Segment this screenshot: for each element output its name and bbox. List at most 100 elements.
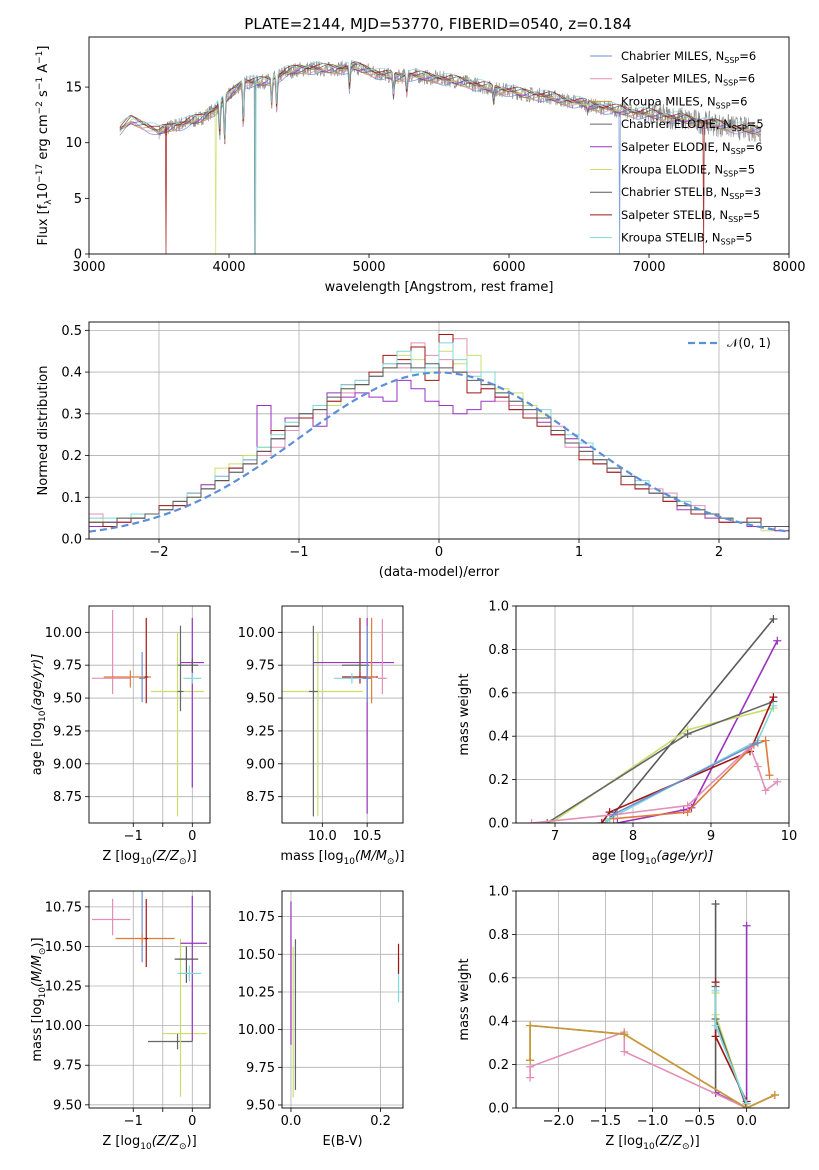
y-tick-label: 9.00: [53, 757, 82, 772]
weight-series-line: [550, 707, 774, 823]
y-tick-label: 0.6: [488, 971, 509, 986]
weight-point-marker: [683, 730, 692, 739]
y-tick-label: 1.0: [488, 600, 509, 615]
y-tick-label: 9.75: [246, 1061, 275, 1076]
y-tick-label: 0.8: [488, 643, 509, 658]
plot-frame: [515, 605, 790, 824]
residual-histogram-plot: −2 −1 0 1 2 0.0 0.1 0.2 0.3 0.4 0.5 (data-model)/er…: [36, 321, 790, 580]
x-axis-label: age [log10(age/yr)]: [592, 849, 714, 867]
x-tick-label: 8000: [772, 260, 805, 275]
weight-point-marker: [765, 771, 774, 780]
grid-lines: [282, 891, 403, 1108]
model-spectrum-line: [119, 64, 762, 254]
y-tick-label: 1.0: [488, 885, 509, 900]
y-tick-label: 0.8: [488, 928, 509, 943]
y-tick-label: 10.25: [45, 980, 82, 995]
legend-label: Kroupa STELIB, NSSP=5: [621, 231, 752, 247]
weight-point-marker: [761, 786, 770, 795]
y-tick-label: 10.75: [238, 910, 275, 925]
x-tick-label: 8: [629, 829, 637, 844]
legend-label: Kroupa MILES, NSSP=6: [621, 94, 747, 110]
x-tick-label: 7: [551, 829, 559, 844]
weight-point-marker: [770, 1090, 779, 1099]
gaussian-curve: [89, 371, 789, 533]
x-tick-label: 1: [575, 545, 583, 560]
legend-label: Chabrier MILES, NSSP=6: [621, 49, 756, 65]
x-axis-label: Z [log10(Z/Z⊙)]: [605, 1134, 699, 1152]
y-tick-label: 0.5: [61, 324, 82, 339]
y-tick-label: 9.50: [246, 692, 275, 707]
legend-label: Salpeter ELODIE, NSSP=6: [621, 140, 763, 156]
y-tick-label: 10.25: [238, 985, 275, 1000]
mass-vs-ebv-plot: 0.0 0.2 9.50 9.75 10.00 10.25 10.50 10.75 E(B-V): [238, 890, 404, 1149]
weight-point-marker: [769, 701, 778, 710]
y-tick-label: 8.75: [53, 790, 82, 805]
y-tick-label: 0.4: [488, 1015, 509, 1030]
x-tick-label: −2: [149, 545, 168, 560]
y-tick-label: 9.75: [53, 659, 82, 674]
x-tick-label: 10.0: [308, 829, 337, 844]
spectrum-plot: 3000 4000 5000 6000 7000 8000 0 5 10 15 wavelength…: [35, 36, 806, 295]
y-tick-label: 10.00: [45, 1019, 82, 1034]
weight-point-marker: [527, 819, 536, 823]
weight-point-marker: [711, 1021, 720, 1030]
plot-frame: [88, 605, 211, 824]
plot-frame: [88, 890, 211, 1109]
weight-point-marker: [753, 738, 762, 747]
y-tick-label: 0: [74, 248, 82, 263]
y-tick-label: 5: [74, 192, 82, 207]
y-tick-label: 10.50: [238, 948, 275, 963]
x-tick-label: −1.0: [637, 1114, 669, 1129]
plot-frame: [88, 321, 790, 540]
histogram-steps: [89, 334, 789, 533]
legend-label: Chabrier ELODIE, NSSP=5: [621, 117, 764, 133]
error-bars: [290, 901, 400, 1098]
y-tick-label: 0.1: [61, 491, 82, 506]
y-tick-label: 0.4: [488, 730, 509, 745]
x-axis-label: (data-model)/error: [379, 565, 500, 580]
weight-point-marker: [526, 1056, 535, 1065]
spectrum-lines: [119, 59, 762, 254]
x-tick-label: 10: [781, 829, 798, 844]
y-tick-label: 9.50: [53, 1098, 82, 1113]
y-axis-label: mass weight: [457, 958, 472, 1040]
grid-lines: [516, 890, 789, 1109]
y-tick-label: 0.0: [488, 817, 509, 832]
x-axis-label: Z [log10(Z/Z⊙)]: [102, 849, 196, 867]
weight-point-marker: [742, 921, 751, 930]
y-axis-label: mass [log10(M/M⊙)]: [30, 937, 48, 1061]
age-vs-metallicity-plot: −1 0 8.75 9.00 9.25 9.50 9.75 10.00 Z [log10(Z/Z…: [30, 605, 211, 867]
weight-series-line: [546, 700, 774, 823]
mass-weight-vs-age-plot: 7 8 9 10 0.0 0.2 0.4 0.6 0.8 1.0 age [log10(age/yr…: [457, 600, 797, 868]
weight-point-marker: [683, 801, 692, 810]
x-tick-label: −1: [124, 829, 143, 844]
error-bars: [282, 617, 395, 817]
weight-point-marker: [711, 1032, 720, 1041]
y-tick-label: 9.50: [246, 1098, 275, 1113]
weight-point-marker: [620, 1047, 629, 1056]
x-tick-label: 9: [707, 829, 715, 844]
model-spectrum-line: [119, 65, 762, 145]
x-tick-label: −0.5: [684, 1114, 716, 1129]
weight-point-marker: [773, 636, 782, 645]
x-tick-label: 7000: [632, 260, 665, 275]
weight-point-marker: [769, 615, 778, 624]
plot-frame: [281, 605, 404, 824]
x-tick-label: 0.0: [736, 1114, 757, 1129]
weight-point-marker: [613, 819, 622, 823]
y-tick-label: 0.0: [488, 1102, 509, 1117]
weight-point-marker: [526, 1021, 535, 1030]
y-tick-label: 0.0: [61, 533, 82, 548]
legend-label: Salpeter MILES, NSSP=6: [621, 72, 755, 88]
x-axis-label: mass [log10(M/M⊙)]: [280, 849, 404, 867]
x-tick-label: −1: [124, 1114, 143, 1129]
age-vs-mass-plot: 10.0 10.5 8.75 9.00 9.25 9.50 9.75 10.00 mass [l…: [238, 605, 405, 867]
figure-title: PLATE=2144, MJD=53770, FIBERID=0540, z=0…: [244, 15, 631, 33]
mass-weight-vs-metallicity-plot: −2.0 −1.5 −1.0 −0.5 0.0 0.0 0.2 0.4 0.6 0.8 1.0 Z […: [457, 885, 790, 1152]
y-tick-label: 0.3: [61, 407, 82, 422]
y-axis-label: Normed distribution: [36, 366, 51, 496]
y-axis-label: Flux [fλ10−17 erg cm−2 s−1 A−1]: [35, 46, 54, 246]
x-tick-label: 2: [715, 545, 723, 560]
weight-point-marker: [769, 693, 778, 702]
